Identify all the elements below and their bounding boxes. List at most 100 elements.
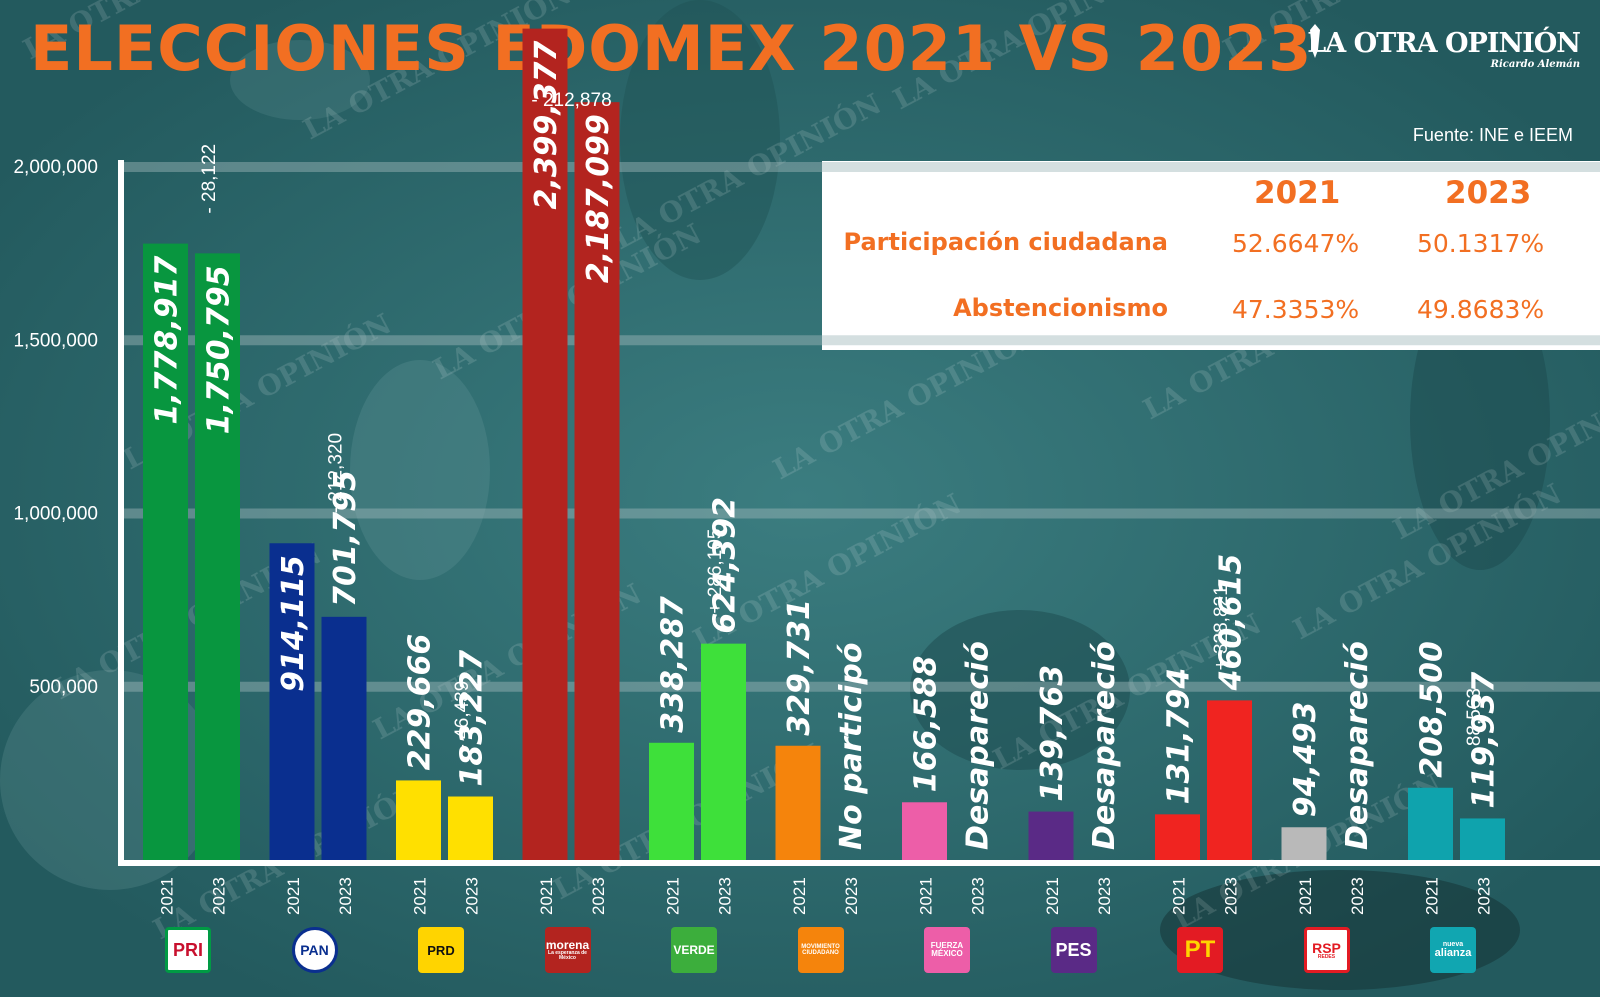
value-label-pan-2021: 914,115: [276, 555, 311, 692]
logo-pri-icon: PRI: [165, 927, 211, 973]
logo-text: alianza: [1434, 947, 1472, 959]
logo-alianza-icon: nueva alianza: [1430, 927, 1476, 973]
x-tick-year: 2021: [1423, 877, 1442, 915]
y-axis: [118, 160, 124, 864]
value-label-pes-2023: Desapareció: [1087, 641, 1122, 850]
logo-subtitle: nueva: [1442, 941, 1464, 948]
value-label-rsp-2023: Desapareció: [1340, 641, 1375, 850]
logo-text: PES: [1055, 940, 1092, 960]
stats-label-abstencionismo: Abstencionismo: [953, 294, 1168, 322]
bar-movimiento-ciudadano-2021: [775, 745, 821, 860]
diff-label-prd: - 46,439: [452, 681, 473, 751]
value-label-pan-2023: 701,795: [328, 470, 363, 607]
logo-text: RSP: [1312, 939, 1341, 956]
diff-label-verde: + 286,105: [705, 529, 726, 614]
bar-pan-2021: [269, 543, 315, 860]
x-tick-year: 2023: [716, 877, 735, 915]
logo-pan-icon: PAN: [291, 927, 338, 973]
value-label-movimiento-ciudadano-2023: No participó: [834, 643, 869, 850]
value-label-pt-2023: 460,615: [1214, 554, 1249, 692]
logo-text: PRD: [427, 942, 455, 958]
bar-alianza-2021: [1408, 787, 1453, 860]
bar-pri-2021: [143, 243, 188, 861]
bar-pri-2023: [195, 253, 240, 860]
x-tick-year: 2023: [1095, 877, 1114, 915]
x-tick-year: 2023: [1475, 877, 1494, 915]
value-label-verde-2023: 624,392: [708, 497, 743, 634]
logo-rsp-icon: RSP REDES: [1303, 927, 1350, 973]
x-tick-year: 2023: [1348, 877, 1367, 915]
gridline: [118, 162, 1600, 172]
bar-pes-2021: [1028, 811, 1074, 860]
x-tick-year: 2023: [336, 877, 355, 915]
bar-rsp-2021: [1281, 827, 1327, 860]
logo-verde-icon: VERDE: [671, 927, 717, 973]
x-tick-year: 2023: [210, 877, 229, 915]
x-tick-year: 2021: [1043, 877, 1062, 915]
bar-prd-2021: [396, 780, 441, 860]
x-tick-year: 2021: [1170, 877, 1189, 915]
x-tick-year: 2021: [158, 877, 177, 915]
value-label-verde-2021: 338,287: [656, 596, 691, 733]
value-label-pt-2021: 131,794: [1162, 668, 1197, 805]
bar-morena-2021: [522, 28, 568, 861]
logo-subtitle: La esperanza de México: [548, 950, 587, 961]
gridline: [118, 335, 1600, 346]
logo-subtitle: REDES: [1317, 953, 1336, 960]
stats-value-participacion-2021: 52.6647%: [1232, 229, 1360, 258]
page-title: ELECCIONES EDOMEX 2021 VS 2023: [30, 12, 1313, 85]
gridline: [118, 508, 1600, 519]
stats-value-abstencionismo-2021: 47.3353%: [1232, 295, 1360, 324]
diff-label-pri: - 28,122: [199, 144, 220, 214]
bar-verde-2021: [649, 742, 694, 860]
stats-table: 2021 2023 Participación ciudadana 52.664…: [822, 161, 1600, 350]
value-label-prd-2023: 183,227: [455, 650, 490, 787]
stats-label-participacion: Participación ciudadana: [843, 228, 1168, 256]
logo-text: PRI: [172, 940, 203, 960]
x-tick-year: 2021: [284, 877, 303, 915]
logo-morena-icon: morena La esperanza de México: [544, 927, 591, 973]
bar-pan-2023: [321, 616, 367, 860]
source-note: Fuente: INE e IEEM: [1412, 125, 1573, 145]
bar-verde-2023: [701, 643, 746, 860]
value-label-morena-2023: 2,187,099: [581, 114, 616, 283]
logo-text: VERDE: [673, 943, 715, 957]
bar-pt-2023: [1207, 700, 1252, 860]
diff-label-pan: - 212,320: [326, 433, 347, 513]
value-label-pri-2021: 1,778,917: [150, 255, 185, 424]
stats-value-participacion-2023: 50.1317%: [1417, 229, 1545, 258]
value-label-alianza-2023: 119,937: [1467, 672, 1502, 809]
y-tick-label: 2,000,000: [13, 157, 98, 178]
x-axis: [118, 860, 1600, 866]
x-tick-year: 2023: [969, 877, 988, 915]
value-label-pes-2021: 139,763: [1035, 665, 1070, 802]
brand-subtitle: Ricardo Alemán: [1490, 59, 1580, 70]
brand-name: LA OTRA OPINIÓN: [1307, 28, 1581, 59]
gridline: [118, 681, 1600, 692]
logo-prd-icon: PRD: [418, 927, 464, 973]
diff-label-morena: - 212,878: [531, 90, 611, 111]
x-tick-year: 2021: [1296, 877, 1315, 915]
logo-text: PT: [1184, 936, 1216, 963]
logo-movimiento-ciudadano-icon: MOVIMIENTO CIUDADANO: [797, 927, 844, 973]
bar-alianza-2023: [1460, 818, 1505, 860]
y-tick-label: 1,000,000: [13, 504, 98, 525]
logo-text: FUERZA MÉXICO: [930, 941, 964, 958]
bar-prd-2023: [448, 796, 493, 860]
stats-value-abstencionismo-2023: 49.8683%: [1417, 295, 1545, 324]
x-tick-year: 2023: [1222, 877, 1241, 915]
bar-morena-2023: [574, 102, 620, 861]
value-label-rsp-2021: 94,493: [1288, 701, 1323, 817]
value-label-pri-2023: 1,750,795: [202, 265, 237, 434]
logo-pes-icon: PES: [1050, 927, 1097, 973]
x-tick-year: 2023: [842, 877, 861, 915]
brand-logo: LA OTRA OPINIÓN Ricardo Alemán: [1290, 24, 1581, 73]
stats-year-2021: 2021: [1254, 175, 1341, 211]
logo-text: morena: [545, 938, 590, 952]
value-label-morena-2021: 2,399,377: [529, 41, 564, 210]
x-tick-year: 2023: [589, 877, 608, 915]
x-tick-year: 2021: [537, 877, 556, 915]
logo-text: MOVIMIENTO CIUDADANO: [801, 944, 840, 956]
logo-text: PAN: [300, 942, 329, 958]
